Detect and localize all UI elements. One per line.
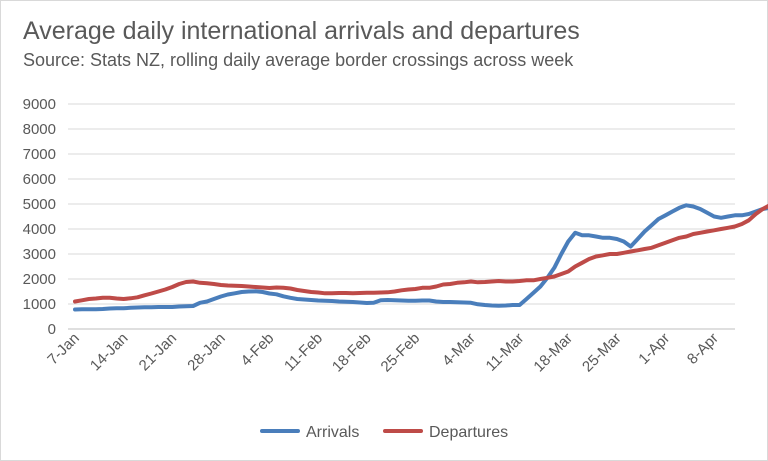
y-tick-label: 9000: [23, 96, 56, 113]
legend-label-arrivals: Arrivals: [306, 424, 359, 441]
series-lines: [73, 203, 768, 312]
chart-subtitle: Source: Stats NZ, rolling daily average …: [23, 50, 574, 70]
x-axis-tick-labels: 7-Jan 14-Jan 21-Jan 28-Jan 4-Feb 11-Feb 18-Feb…: [44, 330, 722, 376]
x-tick-label: 4-Mar: [439, 330, 479, 370]
x-tick-label: 21-Jan: [136, 330, 180, 374]
x-tick-label: 4-Feb: [238, 330, 278, 370]
x-tick-label: 11-Mar: [483, 330, 528, 375]
y-axis-tick-labels: 0 1000 2000 3000 4000 5000 6000 7000 8000 9000: [23, 96, 56, 338]
y-tick-label: 1000: [23, 296, 56, 313]
grid-lines: [68, 103, 735, 330]
y-tick-label: 7000: [23, 146, 56, 163]
x-tick-label: 8-Apr: [684, 330, 722, 368]
y-tick-label: 6000: [23, 171, 56, 188]
x-tick-label: 25-Mar: [579, 330, 625, 376]
y-tick-label: 8000: [23, 121, 56, 138]
y-tick-label: 5000: [23, 196, 56, 213]
y-tick-label: 4000: [23, 221, 56, 238]
x-tick-label: 18-Feb: [329, 330, 375, 376]
series-line-departures: [73, 203, 768, 304]
x-tick-label: 1-Apr: [635, 330, 673, 368]
x-tick-label: 14-Jan: [87, 330, 131, 374]
x-tick-label: 28-Jan: [184, 330, 228, 374]
chart-title: Average daily international arrivals and…: [23, 17, 580, 45]
legend-label-departures: Departures: [429, 424, 508, 441]
x-tick-label: 25-Feb: [378, 330, 424, 376]
legend: Arrivals Departures: [260, 424, 508, 441]
y-tick-label: 0: [48, 321, 56, 338]
y-tick-label: 2000: [23, 271, 56, 288]
x-tick-label: 18-Mar: [530, 330, 576, 376]
y-tick-label: 3000: [23, 246, 56, 263]
series-line-arrivals: [73, 203, 768, 312]
x-tick-label: 11-Feb: [281, 330, 326, 375]
